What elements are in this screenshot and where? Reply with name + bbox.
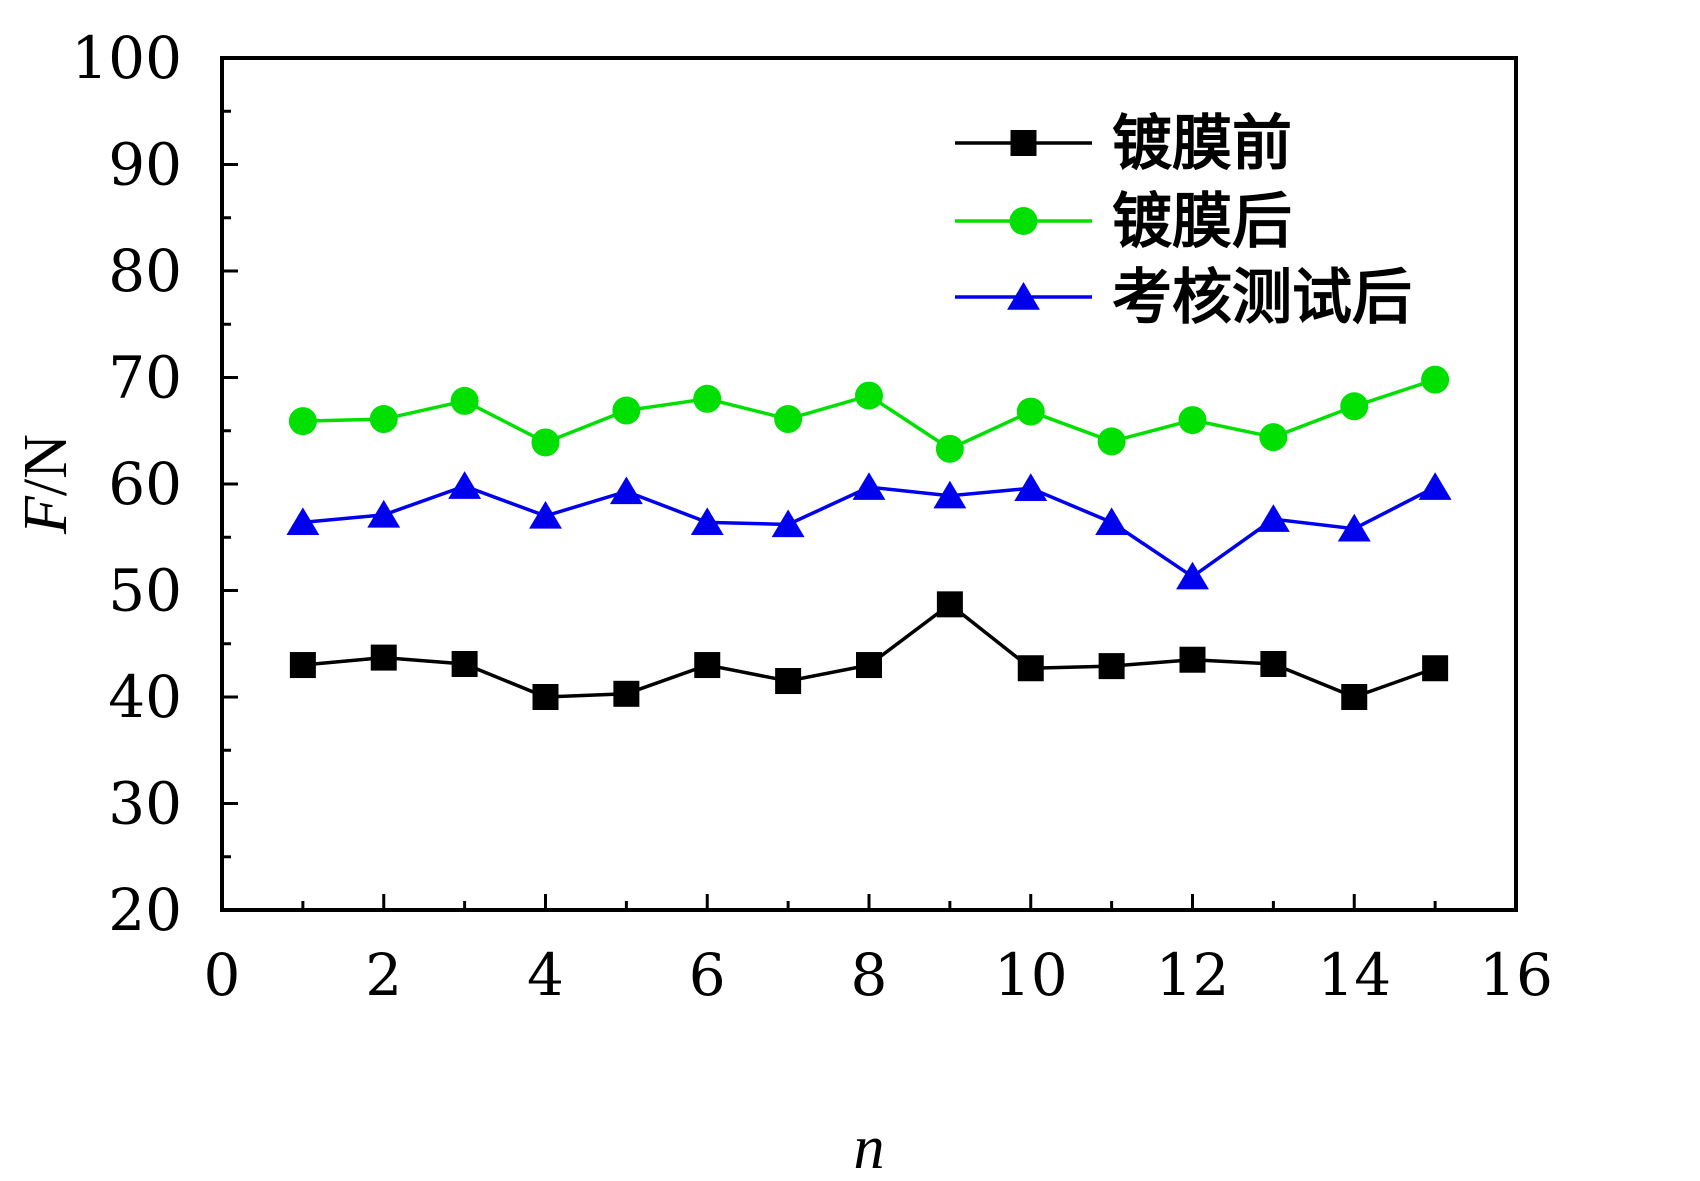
data-point-square [856, 652, 882, 679]
x-tick-label: 6 [689, 941, 726, 1009]
legend-label: 考核测试后 [1112, 263, 1412, 333]
data-point-square [694, 652, 721, 679]
series-1 [289, 591, 1449, 710]
axis-ticks [220, 56, 1518, 912]
y-tick-label: 80 [108, 237, 182, 305]
data-point-square [532, 684, 559, 710]
data-point-triangle [771, 509, 805, 538]
data-point-circle [1178, 406, 1207, 435]
data-point-triangle [1014, 473, 1048, 501]
data-point-square [775, 668, 802, 695]
series-2 [288, 365, 1450, 463]
data-point-circle [369, 405, 398, 434]
tick-labels: 20 30 40 50 60 70 80 90 100 0 2 4 6 8 10 12 14 16 [71, 24, 1553, 1009]
data-point-circle [774, 405, 803, 434]
x-tick-label: 16 [1479, 941, 1553, 1009]
data-point-circle [935, 434, 964, 463]
data-point-square [1341, 684, 1368, 710]
data-point-square [613, 680, 640, 707]
data-point-triangle [286, 507, 320, 536]
data-point-circle [288, 407, 317, 436]
data-point-circle [1421, 365, 1450, 394]
data-point-triangle [1256, 504, 1290, 532]
data-point-triangle [1337, 513, 1371, 542]
data-point-square [289, 652, 316, 679]
data-point-triangle [1007, 282, 1040, 310]
x-tick-label: 12 [1156, 941, 1230, 1009]
legend-item: 镀膜前 [955, 109, 1292, 179]
y-tick-label: 70 [108, 344, 182, 412]
data-point-triangle [852, 472, 886, 500]
legend-item: 镀膜后 [955, 187, 1292, 257]
data-point-triangle [1418, 472, 1452, 500]
y-tick-label: 20 [108, 876, 182, 944]
series-3 [286, 471, 1452, 590]
data-point-circle [531, 428, 560, 457]
data-point-triangle [1095, 507, 1129, 536]
data-point-square [1179, 646, 1206, 673]
data-point-square [1017, 655, 1044, 682]
data-point-circle [612, 396, 641, 425]
y-tick-label: 60 [108, 450, 182, 518]
data-point-circle [693, 384, 722, 413]
data-point-square [1098, 653, 1125, 680]
y-tick-label: 100 [71, 24, 182, 92]
data-point-circle [855, 381, 883, 410]
y-axis-title: F/N [12, 434, 80, 535]
data-point-triangle [367, 499, 401, 528]
x-axis-title: n [854, 1114, 885, 1181]
legend-label: 镀膜后 [1112, 187, 1292, 257]
y-tick-label: 90 [108, 131, 182, 199]
y-axis-title-symbol: F [12, 495, 80, 535]
data-point-triangle [609, 476, 643, 505]
data-point-triangle [448, 471, 482, 499]
legend-item: 考核测试后 [955, 263, 1412, 333]
data-point-triangle [933, 480, 967, 509]
x-tick-label: 0 [204, 941, 241, 1009]
data-point-circle [1259, 423, 1288, 452]
data-point-square [1422, 655, 1449, 682]
data-point-circle [450, 386, 479, 415]
data-point-square [1260, 650, 1287, 677]
data-point-triangle [690, 507, 724, 536]
y-axis-title-unit: /N [12, 434, 80, 496]
x-tick-label: 8 [851, 941, 888, 1009]
data-point-square [451, 650, 478, 677]
plot-frame [220, 56, 1518, 912]
x-tick-label: 2 [365, 941, 402, 1009]
y-tick-label: 50 [108, 557, 182, 625]
data-point-circle [1340, 392, 1369, 421]
data-point-triangle [529, 501, 562, 529]
x-tick-label: 4 [527, 941, 564, 1009]
data-point-circle [1009, 207, 1038, 235]
data-point-square [370, 644, 397, 671]
y-axis-title-group: F/N [12, 434, 80, 535]
data-point-circle [1097, 427, 1126, 456]
data-point-square [1010, 130, 1037, 156]
y-tick-label: 30 [108, 770, 182, 838]
y-tick-label: 40 [108, 663, 182, 731]
data-point-triangle [1176, 561, 1209, 590]
x-tick-label: 10 [994, 941, 1068, 1009]
data-point-square [936, 591, 963, 618]
data-point-circle [1016, 397, 1045, 426]
series-layer [286, 365, 1452, 710]
x-tick-label: 14 [1317, 941, 1391, 1009]
legend-label: 镀膜前 [1112, 109, 1292, 179]
